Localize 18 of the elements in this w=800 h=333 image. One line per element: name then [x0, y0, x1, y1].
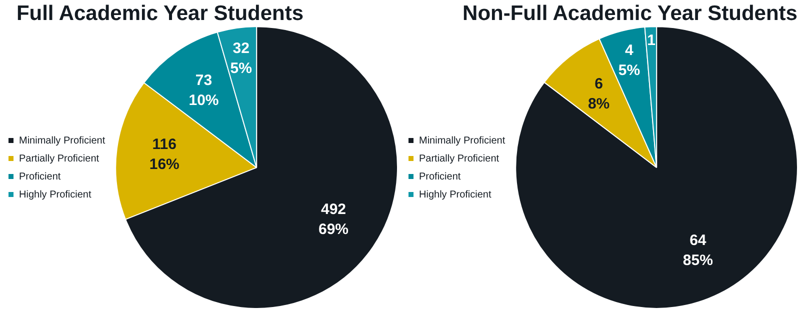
legend-label: Minimally Proficient — [19, 135, 106, 146]
legend-label: Minimally Proficient — [419, 135, 506, 146]
legend-label: Highly Proficient — [19, 189, 92, 200]
data-label: 6 8% — [588, 76, 610, 113]
legend-label: Partially Proficient — [419, 153, 500, 164]
data-label: 4 5% — [618, 42, 640, 80]
chart-title: Non-Full Academic Year Students — [462, 2, 798, 26]
data-label: 492 69% — [318, 200, 349, 238]
legend-label: Highly Proficient — [419, 189, 492, 200]
data-label: 1 — [647, 32, 656, 49]
legend-label: Partially Proficient — [19, 153, 100, 164]
data-label: 64 85% — [682, 232, 713, 269]
legend-label: Proficient — [19, 171, 61, 182]
data-label: 73 10% — [188, 72, 219, 110]
data-label: 32 5% — [230, 40, 252, 77]
data-label: 116 16% — [149, 136, 180, 174]
chart-title: Full Academic Year Students — [15, 2, 305, 26]
legend-label: Proficient — [419, 171, 461, 182]
